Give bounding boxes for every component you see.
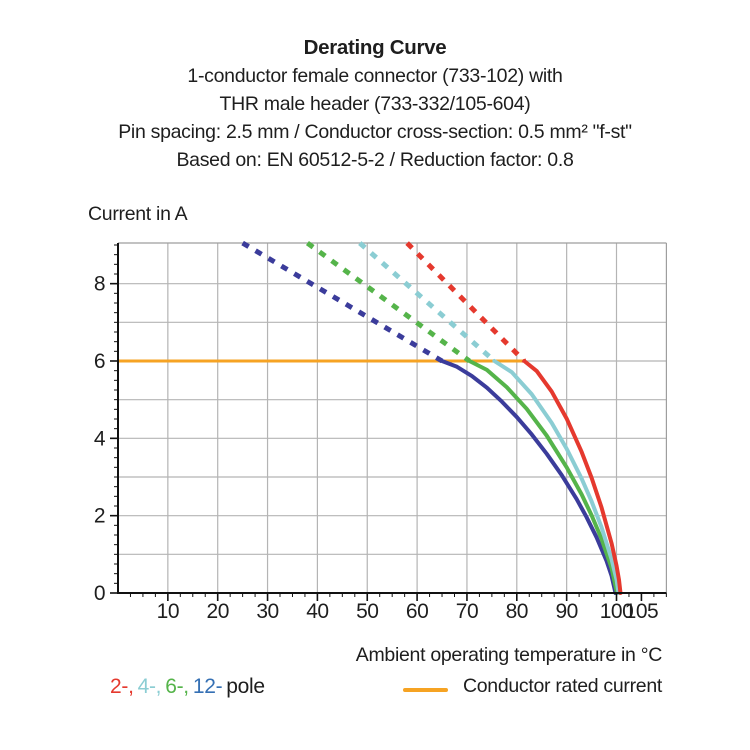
rated-current-label: Conductor rated current: [462, 675, 662, 697]
series-6-pole-dashed: [305, 241, 471, 364]
series-12-pole-curve: [440, 358, 618, 595]
series-12-pole-dashed: [241, 240, 444, 364]
series-6-pole-curve: [467, 358, 619, 595]
x-tick-label: 100: [600, 600, 634, 623]
y-axis-title: Current in A: [88, 203, 188, 225]
x-tick-label: 30: [256, 600, 278, 623]
y-tick-label: 8: [94, 273, 105, 296]
y-tick-label: 4: [94, 427, 106, 450]
pole-legend-item: 2-,: [110, 675, 134, 698]
series-4-pole-dashed: [358, 241, 497, 363]
pole-legend: 2-, 4-, 6-, 12- pole: [110, 675, 269, 699]
subtitle-line-2: THR male header (733-332/105-604): [219, 93, 531, 115]
subtitle-line-3: Pin spacing: 2.5 mm / Conductor cross-se…: [118, 121, 632, 143]
y-tick-label: 0: [94, 582, 105, 605]
x-tick-label: 10: [157, 600, 179, 623]
y-tick-label: 6: [94, 350, 105, 373]
series-4-pole-curve: [492, 358, 621, 595]
subtitle-line-4: Based on: EN 60512-5-2 / Reduction facto…: [176, 149, 574, 171]
chart-area: 10 20 30 40 50 60 70 80 90 100 105 0 2 4 6 8: [80, 230, 680, 632]
series-2-pole-curve: [522, 358, 623, 595]
rated-current-swatch-line: [403, 688, 448, 692]
pole-legend-item: 6-,: [165, 675, 189, 698]
title-block: Derating Curve 1-conductor female connec…: [0, 34, 750, 174]
chart-title: Derating Curve: [303, 36, 447, 59]
x-tick-label: 90: [555, 600, 577, 623]
x-tick-label: 40: [306, 600, 328, 623]
x-tick-label: 50: [356, 600, 378, 623]
x-tick-label: 80: [506, 600, 528, 623]
pole-legend-item: 12-: [192, 675, 223, 698]
x-tick-label: 105: [625, 600, 659, 623]
pole-legend-item: pole: [226, 675, 265, 698]
x-tick-label: 20: [207, 600, 229, 623]
pole-legend-item: 4-,: [137, 675, 162, 698]
x-axis-title: Ambient operating temperature in °C: [355, 644, 663, 666]
series-2-pole-dashed: [405, 241, 527, 363]
subtitle-line-1: 1-conductor female connector (733-102) w…: [187, 65, 563, 87]
x-tick-label: 60: [406, 600, 428, 623]
y-tick-label: 2: [94, 505, 105, 528]
x-tick-label: 70: [456, 600, 478, 623]
